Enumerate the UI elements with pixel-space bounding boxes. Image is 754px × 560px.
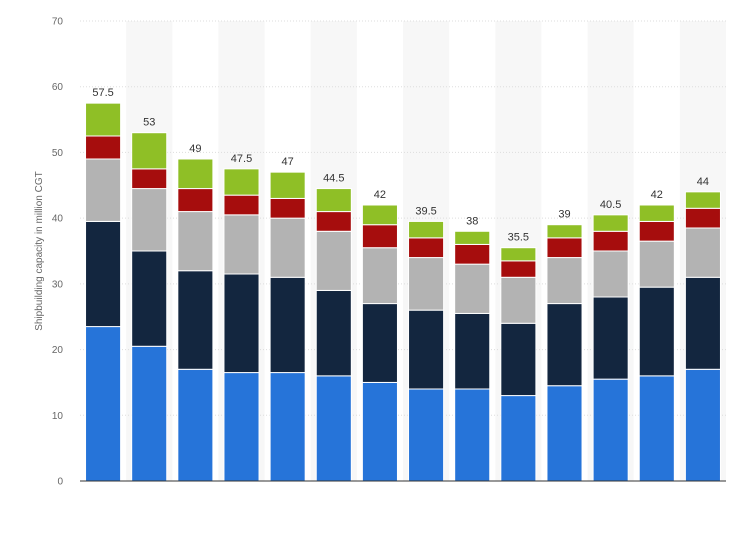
bar-segment-series-5[interactable] [454, 230, 491, 245]
bar-segment-series-3[interactable] [269, 217, 306, 278]
bar-segment-series-4[interactable] [131, 168, 168, 190]
bar-total-label: 38 [466, 215, 478, 227]
bar-segment-series-5[interactable] [269, 171, 306, 199]
bar-segment-series-5[interactable] [223, 168, 260, 196]
bar-segment-series-2[interactable] [177, 270, 214, 370]
bar-total-label: 35.5 [508, 232, 529, 244]
bar-segment-series-4[interactable] [500, 260, 537, 278]
bar-segment-series-2[interactable] [500, 322, 537, 397]
y-tick-label: 40 [52, 214, 64, 225]
bar-segment-series-2[interactable] [638, 286, 675, 377]
bar-segment-series-3[interactable] [546, 257, 583, 305]
bar-segment-series-1[interactable] [638, 375, 675, 482]
bar-segment-series-5[interactable] [131, 132, 168, 170]
bar-segment-series-3[interactable] [592, 250, 629, 298]
y-tick-label: 0 [57, 477, 63, 488]
bar-total-label: 42 [374, 189, 386, 201]
bar-segment-series-1[interactable] [177, 368, 214, 482]
y-tick-label: 20 [52, 345, 64, 356]
bar-segment-series-1[interactable] [546, 385, 583, 482]
bar-segment-series-1[interactable] [269, 372, 306, 482]
bar-segment-series-4[interactable] [361, 224, 398, 249]
y-tick-label: 60 [52, 82, 64, 93]
bar-segment-series-2[interactable] [592, 296, 629, 380]
bar-segment-series-5[interactable] [315, 188, 352, 213]
bar-segment-series-1[interactable] [500, 395, 537, 482]
bar-segment-series-3[interactable] [500, 276, 537, 324]
y-tick-label: 30 [52, 279, 64, 290]
bar-segment-series-2[interactable] [131, 250, 168, 347]
bar-segment-series-3[interactable] [177, 211, 214, 272]
bar-segment-series-4[interactable] [223, 194, 260, 216]
bar-segment-series-1[interactable] [85, 326, 122, 482]
bar-segment-series-5[interactable] [85, 102, 122, 137]
bar-segment-series-3[interactable] [408, 257, 445, 311]
bar-segment-series-4[interactable] [638, 220, 675, 242]
bar-segment-series-5[interactable] [684, 191, 721, 209]
y-axis-title: Shipbuilding capacity in million CGT [34, 171, 45, 331]
bar-total-label: 47.5 [231, 153, 252, 165]
axis-layer: 0 10 20 30 40 50 60 70 [52, 17, 726, 488]
total-label-layer: 57.5 53 49 47.5 47 44.5 42 39.5 38 35.5 39 40.5 42 44 [92, 87, 709, 244]
bar-segment-series-4[interactable] [315, 211, 352, 232]
bar-segment-series-2[interactable] [85, 220, 122, 328]
bar-segment-series-2[interactable] [223, 273, 260, 374]
bar-segment-series-4[interactable] [408, 237, 445, 259]
bar-segment-series-5[interactable] [408, 220, 445, 239]
bar-segment-series-3[interactable] [361, 247, 398, 305]
bar-segment-series-1[interactable] [454, 388, 491, 482]
bar-total-label: 47 [282, 156, 294, 168]
bar-segment-series-2[interactable] [546, 303, 583, 387]
bar-segment-series-5[interactable] [361, 204, 398, 226]
bar-layer [85, 102, 721, 482]
bar-total-label: 44 [697, 176, 709, 188]
bar-total-label: 40.5 [600, 199, 621, 211]
bar-segment-series-2[interactable] [269, 276, 306, 374]
bar-segment-series-5[interactable] [592, 214, 629, 232]
bar-segment-series-1[interactable] [315, 375, 352, 482]
bar-segment-series-4[interactable] [592, 230, 629, 252]
bar-segment-series-4[interactable] [269, 197, 306, 219]
y-tick-label: 70 [52, 17, 64, 28]
bar-segment-series-2[interactable] [315, 289, 352, 377]
bar-segment-series-3[interactable] [223, 214, 260, 275]
bar-segment-series-2[interactable] [684, 276, 721, 370]
bar-segment-series-1[interactable] [684, 368, 721, 482]
bar-segment-series-4[interactable] [684, 207, 721, 229]
bar-segment-series-5[interactable] [500, 247, 537, 262]
bar-segment-series-5[interactable] [177, 158, 214, 190]
bar-total-label: 44.5 [323, 173, 344, 185]
bar-segment-series-4[interactable] [546, 237, 583, 259]
bar-segment-series-3[interactable] [638, 240, 675, 288]
bar-segment-series-3[interactable] [315, 230, 352, 291]
bar-segment-series-1[interactable] [592, 378, 629, 482]
bar-segment-series-2[interactable] [408, 309, 445, 390]
bar-total-label: 49 [189, 143, 201, 155]
bar-segment-series-1[interactable] [223, 372, 260, 482]
bar-total-label: 53 [143, 117, 155, 129]
bar-segment-series-4[interactable] [454, 243, 491, 265]
bar-segment-series-4[interactable] [177, 188, 214, 213]
bar-segment-series-1[interactable] [408, 388, 445, 482]
bar-segment-series-5[interactable] [638, 204, 675, 222]
bar-total-label: 39.5 [415, 205, 436, 217]
bar-segment-series-4[interactable] [85, 135, 122, 160]
bar-segment-series-3[interactable] [131, 188, 168, 252]
bar-total-label: 57.5 [92, 87, 113, 99]
y-tick-label: 50 [52, 148, 64, 159]
bar-segment-series-3[interactable] [85, 158, 122, 222]
bar-segment-series-3[interactable] [684, 227, 721, 278]
bar-segment-series-1[interactable] [131, 345, 168, 482]
bar-segment-series-2[interactable] [454, 312, 491, 390]
bar-segment-series-1[interactable] [361, 381, 398, 482]
y-tick-label: 10 [52, 411, 64, 422]
bar-total-label: 39 [558, 209, 570, 221]
bar-segment-series-3[interactable] [454, 263, 491, 314]
bar-segment-series-2[interactable] [361, 303, 398, 383]
bar-segment-series-5[interactable] [546, 224, 583, 239]
bar-total-label: 42 [651, 189, 663, 201]
